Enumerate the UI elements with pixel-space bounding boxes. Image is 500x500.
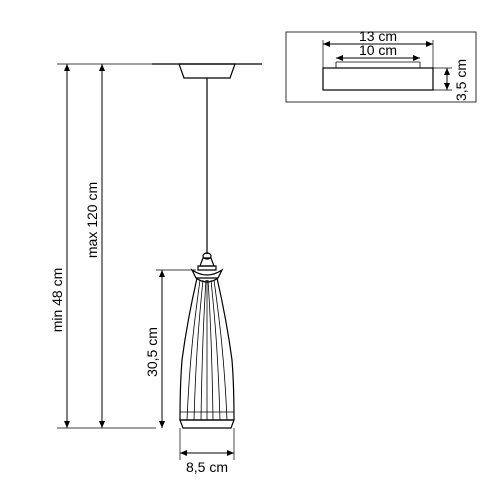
inset-canopy-outer	[323, 68, 433, 90]
main-view	[152, 64, 262, 428]
shade-base	[180, 420, 234, 428]
dim-shade-h: 30,5 cm	[144, 327, 160, 377]
dim-total-min: min 48 cm	[49, 268, 65, 333]
dim-shade-w: 8,5 cm	[186, 459, 228, 475]
dim-canopy-inner: 10 cm	[359, 42, 397, 58]
dim-total-max: max 120 cm	[84, 182, 100, 258]
canopy	[179, 64, 235, 78]
shade-ribs	[187, 280, 227, 420]
inset-view: 13 cm 10 cm 3,5 cm	[286, 28, 476, 102]
drawing-root: min 48 cm max 120 cm 30,5 cm 8,5 cm 13 c…	[0, 0, 500, 500]
dim-canopy-h: 3,5 cm	[453, 59, 469, 101]
